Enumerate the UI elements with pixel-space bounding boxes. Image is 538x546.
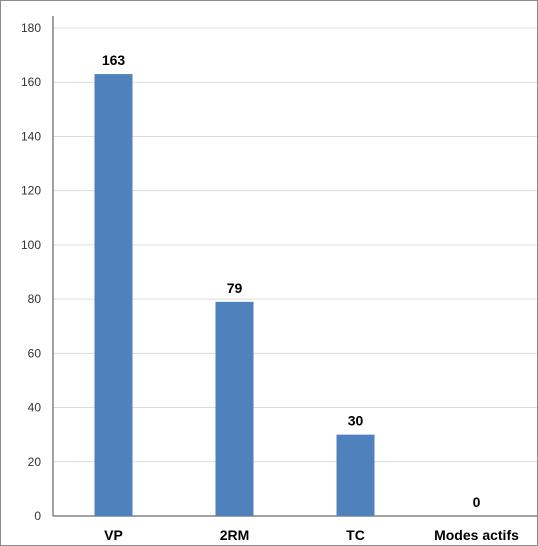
bar-2rm: [215, 301, 254, 516]
data-label-tc: 30: [348, 413, 364, 429]
category-label-modes-actifs: Modes actifs: [434, 527, 519, 543]
y-tick-label-40: 40: [28, 401, 42, 415]
y-tick-label-140: 140: [21, 129, 41, 143]
data-label-2rm: 79: [227, 280, 243, 296]
y-tick-label-60: 60: [28, 346, 42, 360]
x-axis-categories: VP 2RM TC Modes actifs: [104, 527, 519, 543]
data-labels: 163 79 30 0: [102, 52, 481, 510]
y-tick-label-100: 100: [21, 238, 41, 252]
category-label-2rm: 2RM: [220, 527, 250, 543]
gridlines: [53, 27, 537, 463]
y-tick-label-0: 0: [34, 509, 41, 523]
y-tick-label-80: 80: [28, 292, 42, 306]
data-label-modes-actifs: 0: [473, 494, 481, 510]
y-tick-label-120: 120: [21, 184, 41, 198]
category-label-tc: TC: [346, 527, 365, 543]
y-tick-label-160: 160: [21, 75, 41, 89]
y-tick-label-180: 180: [21, 21, 41, 35]
bars: [94, 74, 375, 516]
data-label-vp: 163: [102, 52, 126, 68]
bar-tc: [336, 434, 375, 516]
category-label-vp: VP: [104, 527, 123, 543]
bar-vp: [94, 74, 133, 516]
y-tick-label-20: 20: [28, 455, 42, 469]
y-axis-ticks: 0 20 40 60 80 100 120 140 160 180: [21, 21, 41, 523]
